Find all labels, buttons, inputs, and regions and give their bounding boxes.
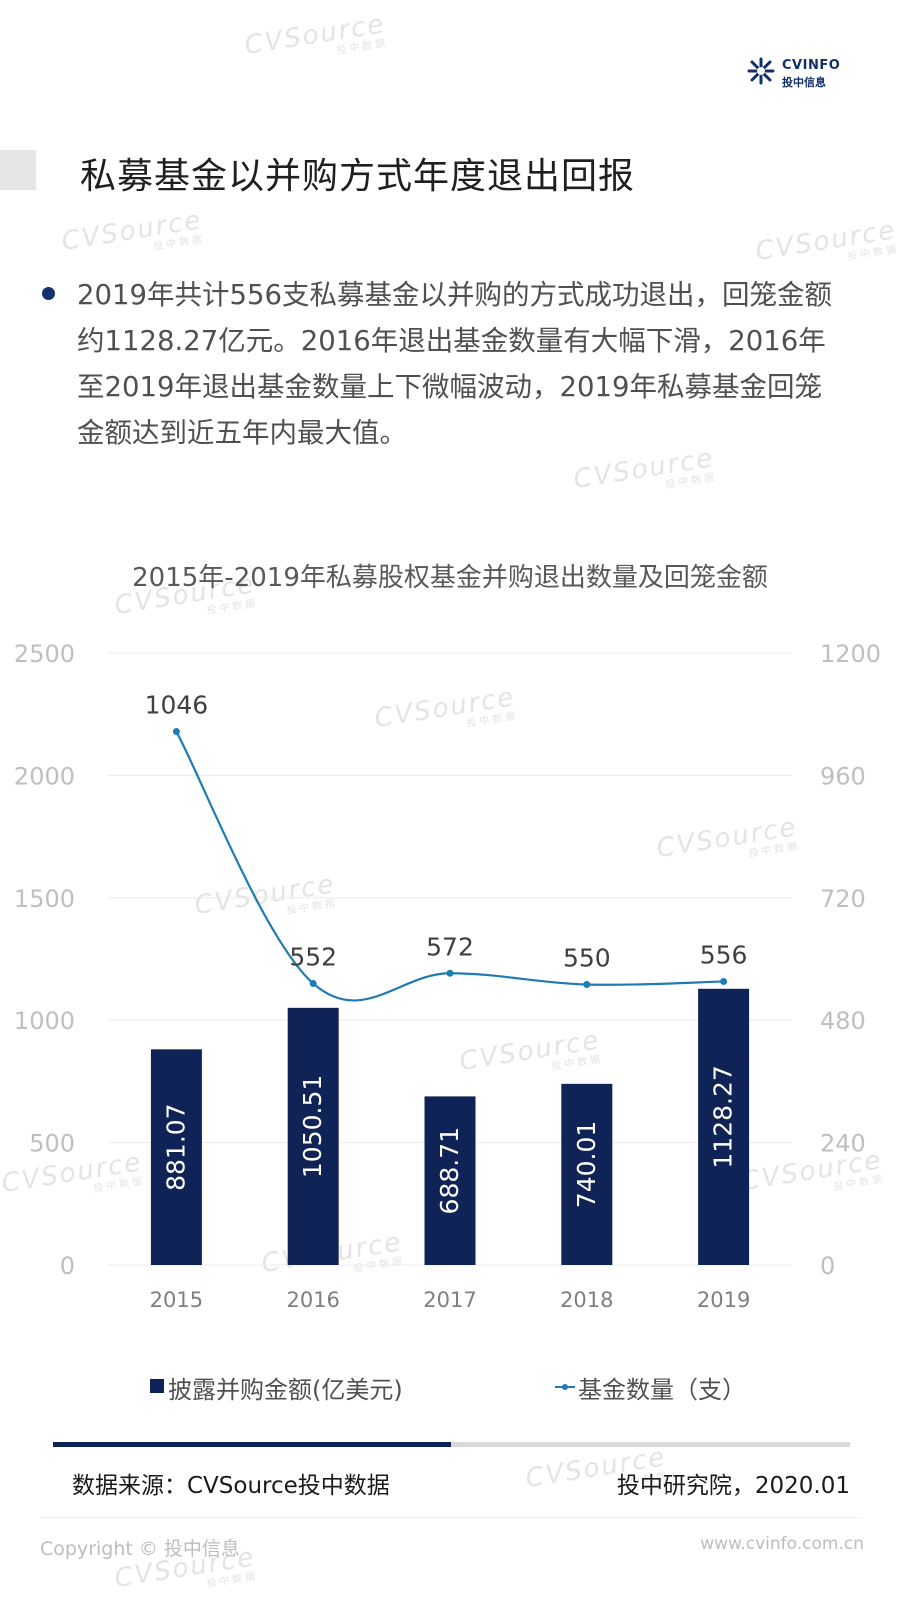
bar-2016 bbox=[287, 1007, 339, 1265]
title-accent-block bbox=[0, 150, 36, 190]
y-left-tick-label: 1500 bbox=[14, 885, 75, 913]
y-left-tick-label: 500 bbox=[29, 1130, 75, 1158]
fund-count-label: 572 bbox=[426, 932, 474, 961]
website-link[interactable]: www.cvinfo.com.cn bbox=[700, 1534, 864, 1554]
cvinfo-logo: CVINFO 投中信息 bbox=[746, 56, 866, 90]
fund-count-point-2019 bbox=[720, 977, 728, 985]
fund-count-label: 552 bbox=[289, 942, 337, 971]
bullet-icon bbox=[42, 287, 55, 300]
legend-bar-label: 披露并购金额(亿美元) bbox=[168, 1376, 403, 1404]
y-right-tick-label: 720 bbox=[820, 885, 866, 913]
footer-rule bbox=[40, 1517, 860, 1518]
fund-count-point-2016 bbox=[309, 979, 317, 987]
copyright-text: Copyright © 投中信息 bbox=[40, 1538, 240, 1560]
bar-value-label: 1128.27 bbox=[709, 1065, 738, 1168]
bar-value-label: 688.71 bbox=[435, 1127, 464, 1214]
x-tick-label: 2017 bbox=[423, 1288, 476, 1312]
y-left-tick-label: 0 bbox=[60, 1252, 75, 1280]
bar-2019 bbox=[698, 988, 750, 1265]
report-credit: 投中研究院，2020.01 bbox=[616, 1473, 850, 1499]
y-right-tick-label: 1200 bbox=[820, 640, 881, 668]
summary-paragraph: 2019年共计556支私募基金以并购的方式成功退出，回笼金额约1128.27亿元… bbox=[77, 279, 832, 449]
fund-count-label: 550 bbox=[563, 944, 611, 973]
legend-line-label: 基金数量（支） bbox=[578, 1376, 746, 1404]
fund-count-point-2015 bbox=[172, 728, 180, 736]
legend-bar-swatch bbox=[150, 1379, 164, 1393]
bar-2017 bbox=[424, 1096, 476, 1265]
page-title: 私募基金以并购方式年度退出回报 bbox=[80, 156, 636, 197]
combo-chart: 0 500 1000 1500 2000 2500 0 240 480 720 960 1200 881… bbox=[14, 640, 881, 1312]
footer-divider bbox=[53, 1442, 850, 1447]
bar-value-label: 1050.51 bbox=[298, 1075, 327, 1178]
logo-brand: CVINFO bbox=[782, 58, 841, 73]
y-right-tick-label: 480 bbox=[820, 1007, 866, 1035]
logo-brand-cn: 投中信息 bbox=[782, 76, 826, 89]
logo-burst-icon bbox=[747, 57, 775, 85]
y-right-tick-label: 960 bbox=[820, 762, 866, 790]
fund-count-point-2018 bbox=[583, 981, 591, 988]
x-tick-label: 2015 bbox=[150, 1288, 203, 1312]
y-left-tick-label: 2000 bbox=[14, 762, 75, 790]
fund-count-label: 1046 bbox=[145, 691, 209, 720]
fund-count-label: 556 bbox=[700, 940, 748, 969]
x-tick-label: 2016 bbox=[286, 1288, 339, 1312]
bar-2018 bbox=[561, 1083, 613, 1265]
x-tick-label: 2018 bbox=[560, 1288, 613, 1312]
y-right-tick-label: 240 bbox=[820, 1130, 866, 1158]
y-left-tick-label: 2500 bbox=[14, 640, 75, 668]
fund-count-line bbox=[175, 731, 724, 1002]
bar-2015 bbox=[150, 1049, 202, 1265]
data-source: 数据来源：CVSource投中数据 bbox=[72, 1473, 390, 1499]
chart-title: 2015年-2019年私募股权基金并购退出数量及回笼金额 bbox=[132, 563, 768, 593]
legend-line-swatch bbox=[555, 1384, 575, 1390]
bar-value-label: 881.07 bbox=[161, 1103, 190, 1190]
fund-count-point-2017 bbox=[446, 969, 454, 977]
bar-value-label: 740.01 bbox=[572, 1121, 601, 1208]
x-tick-label: 2019 bbox=[697, 1288, 750, 1312]
y-left-tick-label: 1000 bbox=[14, 1007, 75, 1035]
y-right-tick-label: 0 bbox=[820, 1252, 835, 1280]
footer-divider-accent bbox=[53, 1442, 451, 1447]
